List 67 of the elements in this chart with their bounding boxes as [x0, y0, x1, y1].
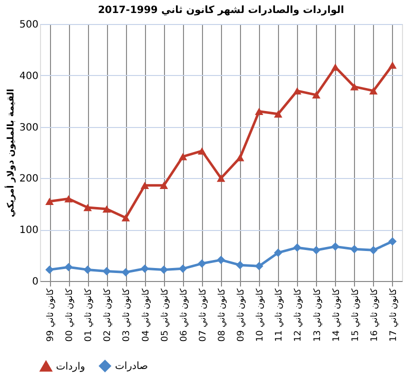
point	[274, 248, 282, 257]
legend-label: واردات	[56, 361, 86, 372]
point	[254, 262, 264, 270]
point	[122, 268, 130, 276]
point	[216, 174, 226, 182]
point	[350, 83, 359, 90]
point	[350, 244, 359, 254]
y-tick-label: 500	[19, 20, 38, 30]
point	[45, 198, 54, 205]
x-tick-label: كانون ثاني 03	[122, 288, 132, 342]
x-tick-label: كانون ثاني 17	[388, 288, 399, 342]
y-tick-label: 100	[19, 225, 38, 236]
x-tick-label: كانون ثاني 14	[332, 288, 342, 342]
point	[198, 147, 206, 155]
point	[83, 204, 92, 212]
x-tick-label: كانون ثاني 08	[218, 288, 228, 342]
point	[198, 259, 206, 268]
point	[236, 260, 244, 270]
x-tick-label: كانون ثاني 01	[84, 288, 94, 342]
point	[274, 110, 282, 118]
y-tick-label: 300	[19, 122, 38, 134]
point	[369, 87, 378, 94]
point	[178, 152, 188, 160]
point	[236, 154, 244, 162]
point	[293, 243, 302, 252]
point	[312, 246, 320, 254]
y-tick-label: 200	[19, 174, 38, 185]
x-tick-label: كانون ثاني 06	[179, 288, 190, 342]
point	[140, 264, 149, 273]
x-tick-label: كانون ثاني 99	[46, 288, 56, 342]
point	[388, 61, 397, 69]
y-tick-label: 400	[19, 70, 38, 82]
point	[64, 262, 73, 272]
point	[122, 214, 130, 222]
point	[369, 246, 378, 254]
point	[216, 256, 226, 264]
point	[64, 195, 73, 202]
point	[331, 242, 340, 251]
point	[102, 267, 111, 276]
x-tick-label: كانون ثاني 15	[350, 288, 361, 342]
x-tick-label: كانون ثاني 12	[294, 288, 304, 342]
x-tick-label: كانون ثاني 05	[160, 288, 170, 342]
x-tick-label: كانون ثاني 16	[370, 288, 380, 342]
point	[293, 87, 302, 94]
x-tick-label: كانون ثاني 00	[65, 288, 76, 342]
x-tick-label: كانون ثاني 11	[274, 288, 285, 342]
point	[160, 182, 168, 190]
point	[83, 266, 92, 274]
point	[254, 108, 264, 116]
x-tick-label: كانون ثاني 13	[312, 288, 323, 342]
x-tick-label: كانون ثاني 10	[256, 288, 266, 342]
point	[102, 205, 111, 213]
point	[312, 91, 320, 99]
x-tick-label: كانون ثاني 04	[141, 288, 152, 342]
x-tick-label: كانون ثاني 02	[103, 288, 114, 342]
point	[331, 64, 340, 71]
point	[45, 266, 54, 274]
legend-label: صادرات	[115, 361, 148, 372]
chart-title: الواردات والصادرات لشهر كانون ثاني 1999-2017	[98, 5, 344, 16]
x-tick-label: كانون ثاني 09	[236, 288, 247, 342]
point	[160, 266, 168, 274]
point	[388, 237, 397, 246]
y-tick-label: 0	[32, 276, 38, 288]
y-axis-title: القيمة بالمليون دولار أمريكي	[4, 88, 16, 218]
x-tick-label: كانون ثاني 07	[198, 288, 208, 342]
point	[140, 182, 149, 190]
point	[178, 264, 188, 273]
